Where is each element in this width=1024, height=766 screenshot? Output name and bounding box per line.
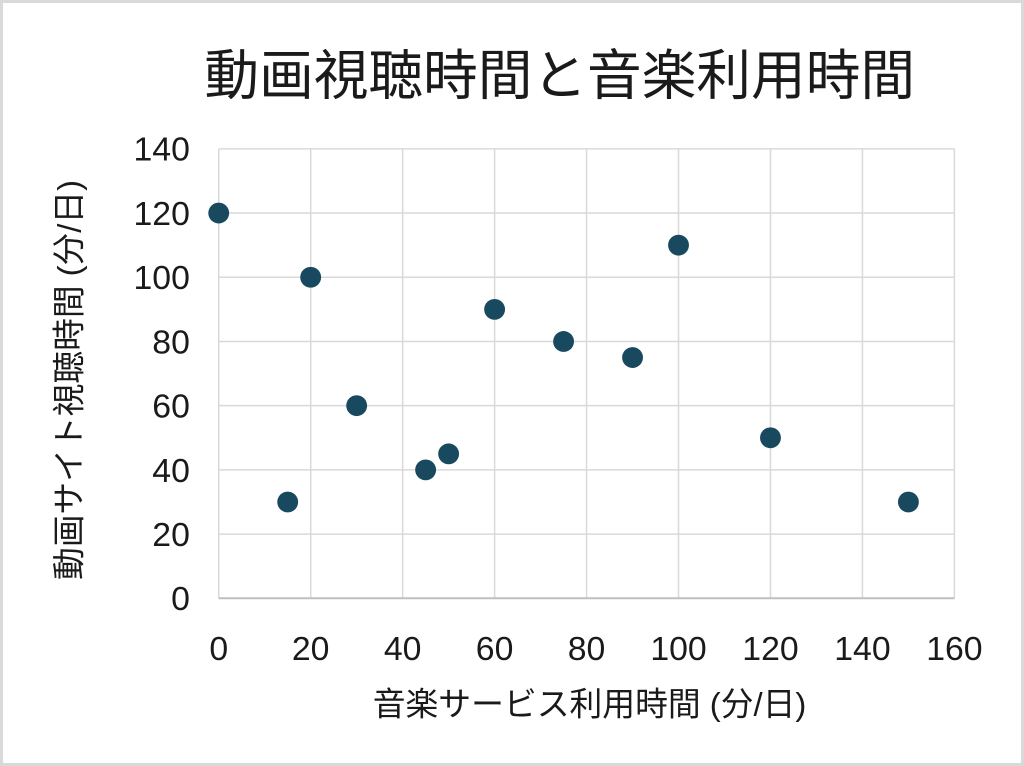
- data-point: [277, 491, 299, 513]
- data-point: [300, 266, 322, 288]
- y-tick-label: 20: [152, 516, 190, 554]
- y-tick-label: 80: [152, 323, 190, 361]
- data-point: [668, 234, 689, 256]
- x-tick-label: 100: [650, 630, 706, 668]
- data-points: [208, 202, 919, 513]
- x-tick-label: 40: [384, 630, 422, 668]
- data-point: [553, 331, 575, 352]
- data-point: [484, 298, 506, 320]
- chart-title: 動画視聴時間と音楽利用時間: [204, 45, 915, 106]
- y-tick-label: 120: [134, 195, 190, 233]
- data-point: [897, 491, 919, 513]
- x-tick-label: 0: [209, 630, 228, 668]
- x-tick-label: 60: [476, 630, 514, 668]
- x-tick-label: 160: [926, 630, 982, 668]
- x-tick-label: 80: [568, 630, 606, 668]
- y-tick-label: 140: [134, 131, 190, 169]
- gridlines: [217, 148, 956, 600]
- data-point: [438, 443, 460, 465]
- y-tick-label: 0: [171, 580, 190, 618]
- x-tick-label: 140: [834, 630, 890, 668]
- y-tick-label: 60: [152, 388, 190, 426]
- x-tick-label: 120: [742, 630, 798, 668]
- y-tick-label: 40: [152, 452, 190, 490]
- x-axis-title: 音楽サービス利用時間 (分/日): [373, 685, 807, 722]
- y-axis-title: 動画サイト視聴時間 (分/日): [51, 180, 88, 580]
- data-point: [346, 395, 368, 417]
- x-axis-tick-labels: 0 20 40 60 80 100 120 140 160: [209, 630, 982, 668]
- data-point: [760, 427, 781, 449]
- data-point: [415, 459, 437, 481]
- y-axis-tick-labels: 0 20 40 60 80 100 120 140: [134, 131, 190, 618]
- y-tick-label: 100: [134, 259, 190, 297]
- x-tick-label: 20: [292, 630, 330, 668]
- data-point: [208, 202, 230, 224]
- scatter-chart: 0 20 40 60 80 100 120 140 0 20 40 60 80 100 120 140 160…: [51, 45, 983, 722]
- data-point: [622, 347, 643, 368]
